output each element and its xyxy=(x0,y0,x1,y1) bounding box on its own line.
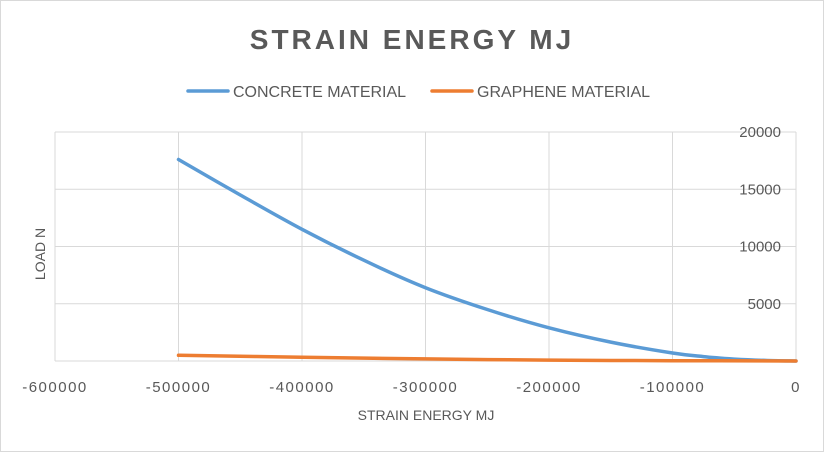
y-axis-title: LOAD N xyxy=(32,228,48,280)
x-tick-label-5: -100000 xyxy=(640,379,706,396)
legend-label-0: CONCRETE MATERIAL xyxy=(233,84,406,101)
x-tick-label-3: -300000 xyxy=(393,379,459,396)
x-tick-label-6: 0 xyxy=(791,379,801,396)
x-axis-ticks: -600000 -500000 -400000 -300000 -200000 -1000… xyxy=(22,379,801,396)
y-tick-label-1: 10000 xyxy=(739,239,781,256)
chart-title: STRAIN ENERGY MJ xyxy=(250,24,574,55)
x-tick-label-0: -600000 xyxy=(22,379,88,396)
y-tick-label-3: 20000 xyxy=(739,124,781,141)
x-tick-label-2: -400000 xyxy=(269,379,335,396)
legend: CONCRETE MATERIAL GRAPHENE MATERIAL xyxy=(186,84,650,101)
series-line-graphene-material xyxy=(176,353,798,363)
y-tick-label-0: 5000 xyxy=(748,296,781,313)
y-tick-label-zero: 0 xyxy=(773,353,781,370)
legend-label-1: GRAPHENE MATERIAL xyxy=(477,84,650,101)
x-tick-label-1: -500000 xyxy=(146,379,212,396)
gridlines xyxy=(54,131,797,362)
y-axis-ticks: 5000 10000 15000 20000 0 xyxy=(739,124,781,370)
x-axis-title: STRAIN ENERGY MJ xyxy=(358,407,495,423)
x-tick-label-4: -200000 xyxy=(516,379,582,396)
series-layer xyxy=(176,157,798,363)
y-tick-label-2: 15000 xyxy=(739,181,781,198)
